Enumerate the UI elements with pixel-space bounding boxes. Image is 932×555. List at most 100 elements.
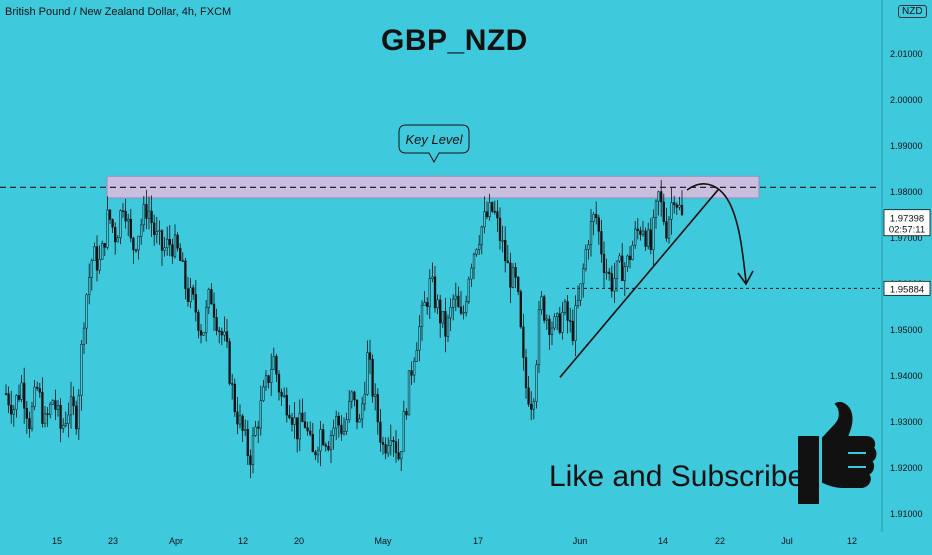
candle-body: [488, 202, 491, 218]
candle-body: [205, 307, 208, 333]
candle-body: [392, 440, 395, 442]
candle-body: [254, 426, 257, 436]
candle-body: [197, 312, 200, 331]
candle-body: [420, 305, 424, 327]
candle-body: [540, 296, 543, 311]
candle-body: [532, 401, 535, 410]
candle-body: [332, 427, 335, 436]
candle-body: [10, 404, 13, 415]
candle-body: [634, 228, 637, 246]
candle-body: [654, 200, 658, 218]
candle-body: [493, 210, 496, 213]
candle-body: [215, 317, 218, 331]
candle-body: [569, 320, 572, 322]
candle-body: [563, 301, 567, 313]
candle-body: [262, 386, 265, 401]
candle-body: [504, 240, 507, 262]
bar-countdown-timer: 02:57:11: [889, 225, 925, 236]
candle-body: [400, 451, 403, 460]
candle-body: [228, 341, 231, 384]
candle-body: [402, 411, 405, 452]
candle-body: [285, 395, 288, 416]
candle-body: [605, 271, 608, 274]
candle-body: [64, 423, 67, 426]
candle-body: [69, 396, 73, 416]
candle-body: [38, 388, 41, 393]
x-tick-label: 12: [238, 536, 248, 546]
candle-body: [168, 238, 171, 245]
candle-body: [306, 427, 309, 432]
candle-body: [602, 253, 606, 274]
candle-body: [660, 191, 663, 203]
candle-body: [478, 244, 481, 250]
candle-body: [381, 442, 385, 445]
candle-body: [524, 357, 528, 389]
candle-body: [51, 400, 54, 405]
candle-body: [511, 267, 515, 288]
candle-body: [475, 249, 478, 255]
candle-body: [657, 191, 660, 202]
candle-body: [574, 305, 577, 341]
candle-body: [134, 249, 138, 252]
candle-body: [111, 219, 114, 228]
candle-body: [459, 306, 463, 314]
candle-body: [665, 221, 668, 239]
candle-body: [199, 330, 203, 336]
y-tick-label: 1.91000: [890, 509, 923, 519]
candle-body: [394, 441, 398, 453]
candle-body: [626, 255, 629, 267]
candle-body: [545, 318, 548, 321]
candle-body: [75, 405, 78, 430]
arrow-head-icon: [737, 270, 754, 286]
candle-body: [480, 226, 483, 245]
candle-body: [264, 375, 268, 388]
candle-body: [275, 356, 278, 375]
candle-body: [327, 446, 330, 451]
candle-body: [283, 395, 286, 397]
y-tick-label: 2.00000: [890, 95, 923, 105]
candle-body: [446, 317, 450, 337]
candle-body: [88, 277, 91, 296]
candle-body: [641, 230, 645, 235]
candle-body: [597, 217, 600, 232]
candle-body: [465, 301, 468, 313]
candle-body: [374, 394, 377, 397]
candle-body: [519, 291, 522, 328]
candle-body: [244, 429, 247, 431]
candle-body: [280, 391, 283, 397]
candle-body: [95, 246, 99, 271]
candle-body: [410, 370, 413, 376]
candle-body: [241, 415, 244, 431]
candle-body: [366, 352, 369, 395]
x-tick-label: 20: [294, 536, 304, 546]
candle-body: [155, 231, 158, 235]
candle-body: [491, 202, 494, 212]
target-price-value: 1.95884: [890, 284, 924, 295]
candle-body: [163, 247, 166, 251]
candle-body: [527, 387, 530, 405]
candle-body: [397, 452, 400, 460]
thumbs-up-icon: [798, 402, 877, 504]
target-price-tag: [883, 280, 931, 296]
candle-body: [621, 255, 624, 282]
candle-body: [462, 312, 465, 314]
candle-body: [316, 450, 320, 456]
x-tick-label: Jul: [781, 536, 793, 546]
candle-body: [207, 289, 210, 308]
candle-body: [238, 415, 242, 425]
candle-body: [25, 407, 28, 419]
x-tick-label: Jun: [573, 536, 588, 546]
y-tick-label: 1.93000: [890, 417, 923, 427]
candle-body: [498, 217, 502, 241]
x-tick-label: 14: [658, 536, 668, 546]
candle-body: [192, 287, 195, 295]
candle-body: [426, 302, 429, 307]
candle-body: [119, 210, 122, 239]
candle-body: [639, 230, 642, 235]
candle-body: [179, 247, 182, 261]
candle-body: [428, 278, 431, 307]
candle-body: [361, 403, 364, 420]
currency-badge[interactable]: NZD: [898, 5, 927, 18]
candle-body: [496, 211, 499, 219]
